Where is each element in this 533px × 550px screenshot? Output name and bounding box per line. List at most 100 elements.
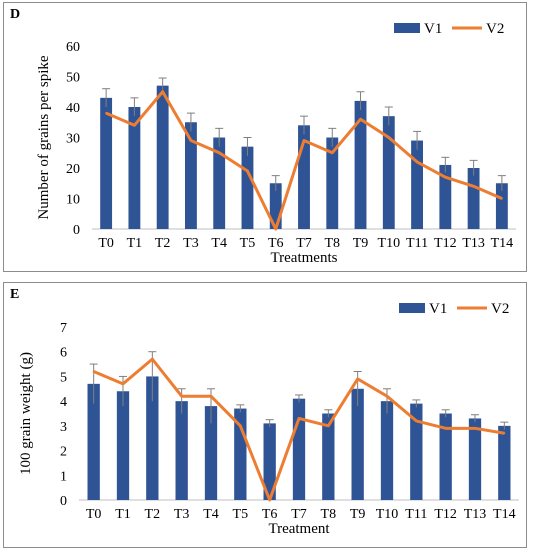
bar-v1	[263, 423, 276, 500]
legend-swatch-v1	[399, 303, 425, 313]
bar-v1	[498, 425, 511, 500]
bar-v1	[354, 100, 367, 230]
x-tick-label: T14	[493, 507, 516, 522]
y-axis-title: 100 grain weight (g)	[18, 352, 34, 475]
y-tick-label: 0	[60, 494, 67, 509]
x-tick-label: T10	[378, 236, 401, 251]
x-tick-label: T11	[405, 507, 427, 522]
x-tick-label: T0	[98, 236, 114, 251]
bar-v1	[382, 116, 395, 229]
y-tick-label: 6	[60, 346, 67, 361]
x-tick-label: T9	[353, 236, 369, 251]
bar-v1	[326, 137, 339, 229]
y-tick-label: 40	[66, 101, 80, 116]
line-point-v2	[474, 427, 476, 430]
legend-label-v2: V2	[491, 301, 509, 317]
x-tick-label: T9	[350, 507, 366, 522]
x-tick-label: T13	[464, 507, 487, 522]
bar-v1	[298, 125, 310, 229]
line-point-v2	[444, 176, 447, 179]
chart-e-svg: 0 1 2 3 4 5 6 7 T0 T1 T2 T3 T4 T5 T6 T7 T8 T9 T10 T11 T12 T13…	[18, 301, 519, 537]
bar-v1	[439, 164, 452, 229]
x-tick-label: T5	[233, 507, 249, 522]
bar-v1	[87, 383, 100, 500]
y-tick-label: 10	[66, 193, 80, 208]
bar-v1	[269, 183, 282, 229]
bar-v1	[204, 406, 218, 500]
legend-swatch-v1	[394, 23, 420, 33]
line-point-v2	[133, 124, 136, 127]
x-tick-label: T3	[174, 507, 190, 522]
x-tick-label: T12	[434, 236, 457, 251]
line-point-v2	[472, 185, 475, 188]
chart-panel-d: D 0 10 20 30 40 50 60 T0 T1 T2 T3 T4 T5 T6 T7 T8 T9 T10 T1…	[3, 2, 527, 272]
bar-v1	[495, 183, 508, 229]
line-point-v2	[303, 139, 305, 142]
x-tick-label: T7	[291, 507, 307, 522]
y-tick-label: 5	[60, 370, 67, 385]
x-tick-label: T4	[211, 236, 227, 251]
bar-v1	[322, 413, 335, 500]
bar-v1	[439, 413, 452, 500]
x-tick-label: T1	[127, 236, 143, 251]
x-tick-label: T11	[406, 236, 428, 251]
legend-label-v1: V1	[424, 21, 442, 37]
chart-d-svg: 0 10 20 30 40 50 60 T0 T1 T2 T3 T4 T5 T6 T7 T8 T9 T10 T11 T…	[36, 21, 516, 266]
y-tick-label: 20	[66, 162, 80, 177]
x-tick-label: T0	[86, 507, 102, 522]
y-tick-label: 0	[73, 223, 80, 238]
bar-v1	[184, 122, 197, 229]
line-point-v2	[503, 432, 506, 435]
line-point-v2	[444, 427, 447, 430]
x-tick-label: T2	[155, 236, 171, 251]
x-tick-label: T5	[240, 236, 256, 251]
y-tick-label: 30	[66, 132, 80, 147]
x-tick-label: T7	[296, 236, 312, 251]
y-tick-label: 50	[66, 71, 80, 86]
x-tick-label: T2	[145, 507, 161, 522]
bar-v1	[468, 418, 482, 500]
y-tick-label: 1	[60, 469, 67, 484]
y-tick-label: 4	[60, 395, 67, 410]
line-point-v2	[122, 382, 124, 385]
bar-v1	[411, 140, 424, 229]
bar-v1	[213, 137, 226, 229]
bar-v1	[292, 398, 306, 500]
line-point-v2	[386, 395, 388, 398]
x-tick-label: T4	[203, 507, 219, 522]
bar-v1	[351, 388, 364, 500]
line-point-v2	[210, 395, 212, 398]
line-point-v2	[274, 228, 277, 230]
bar-v1	[116, 391, 130, 500]
x-tick-label: T6	[262, 507, 278, 522]
bar-v1	[410, 403, 423, 500]
bar-v1	[156, 85, 169, 230]
y-tick-label: 3	[60, 420, 67, 435]
bar-v1	[241, 146, 254, 229]
line-point-v2	[415, 419, 418, 422]
line-point-v2	[500, 197, 503, 200]
y-tick-label: 60	[66, 40, 80, 55]
panel-label: E	[10, 287, 20, 302]
line-point-v2	[298, 417, 300, 420]
bar-v1	[467, 168, 480, 229]
line-point-v2	[180, 395, 183, 398]
x-tick-label: T10	[376, 507, 399, 522]
line-point-v2	[416, 160, 419, 163]
line-point-v2	[161, 90, 164, 93]
x-tick-label: T14	[491, 236, 514, 251]
y-tick-label: 2	[60, 445, 67, 460]
bar-v1	[146, 376, 159, 500]
x-tick-label: T6	[268, 236, 284, 251]
x-tick-label: T12	[434, 507, 457, 522]
bar-v1	[380, 401, 394, 500]
bar-v1	[100, 97, 113, 229]
line-point-v2	[356, 377, 359, 380]
line-point-v2	[151, 358, 154, 361]
x-tick-label: T3	[183, 236, 199, 251]
line-point-v2	[246, 170, 249, 173]
y-tick-label: 7	[60, 321, 67, 336]
y-axis-title: Number of grains per spike	[36, 55, 52, 219]
line-point-v2	[387, 136, 390, 139]
x-tick-label: T8	[324, 236, 340, 251]
